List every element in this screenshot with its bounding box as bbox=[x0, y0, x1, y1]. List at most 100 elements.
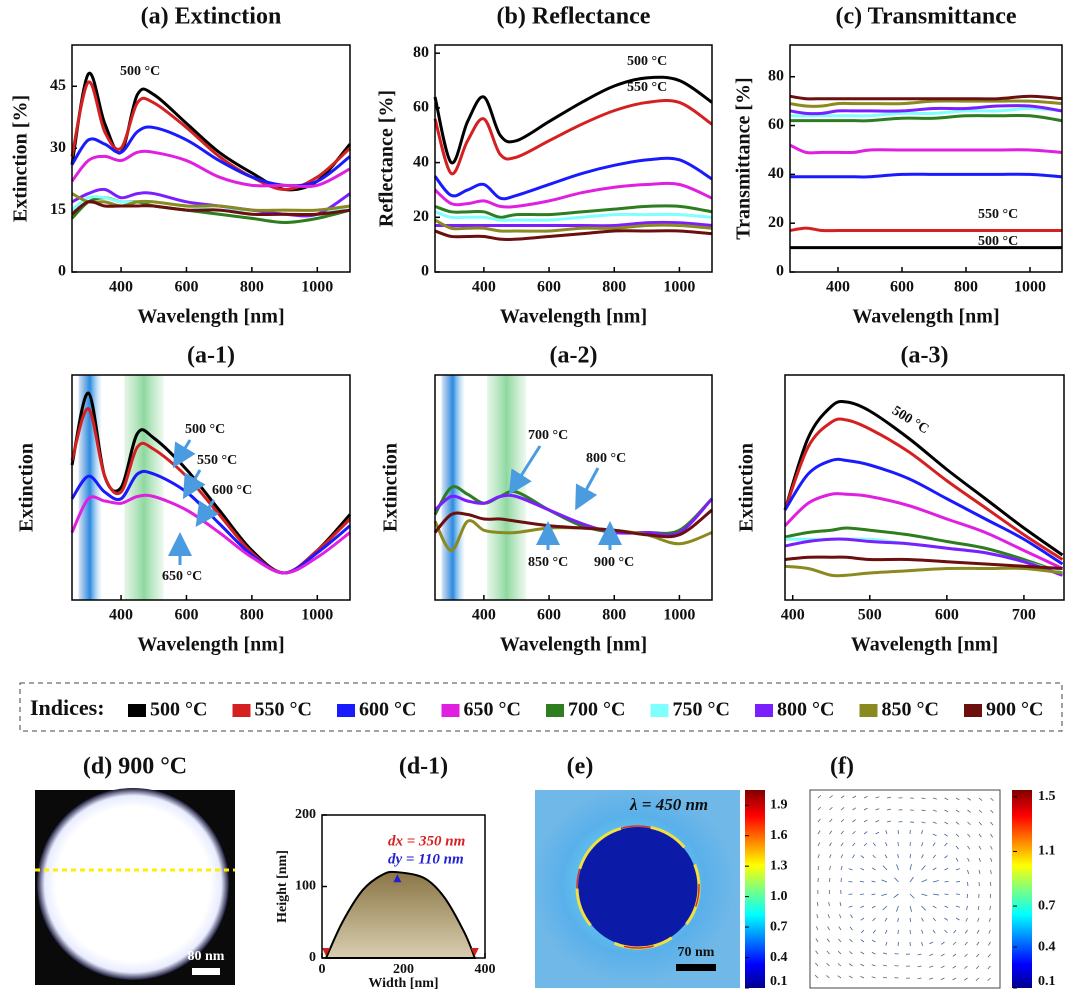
scale-label: 80 nm bbox=[188, 949, 225, 964]
colorbar-label: 1.3 bbox=[770, 858, 788, 873]
x-axis-label: Wavelength [nm] bbox=[500, 634, 647, 656]
annotation: 500 °C bbox=[120, 64, 160, 79]
x-tick-label: 400 bbox=[826, 279, 850, 296]
x-tick-label: 1000 bbox=[663, 607, 695, 624]
y-tick-label: 40 bbox=[413, 153, 429, 170]
x-tick-label: 600 bbox=[935, 607, 959, 624]
height-profile bbox=[326, 872, 475, 958]
series-line bbox=[72, 127, 350, 186]
y-axis-label: Height [nm] bbox=[275, 850, 290, 923]
legend-label: 800 °C bbox=[777, 699, 834, 721]
y-tick-label: 80 bbox=[413, 44, 429, 61]
x-tick-label: 700 bbox=[1012, 607, 1036, 624]
y-tick-label: 45 bbox=[50, 77, 66, 94]
plot-frame bbox=[72, 375, 350, 600]
chart-title: (a) Extinction bbox=[141, 4, 282, 30]
annotation: 900 °C bbox=[594, 555, 634, 570]
x-axis-label: Wavelength [nm] bbox=[852, 306, 999, 328]
annotation: 500 °C bbox=[978, 234, 1018, 249]
panel-title: (d) 900 °C bbox=[83, 754, 187, 780]
x-tick-label: 800 bbox=[602, 279, 626, 296]
x-tick-label: 800 bbox=[602, 607, 626, 624]
y-tick-label: 0 bbox=[58, 263, 66, 280]
x-tick-label: 1000 bbox=[1014, 279, 1046, 296]
chart-title: (c) Transmittance bbox=[835, 4, 1016, 30]
x-tick-label: 400 bbox=[781, 607, 805, 624]
colorbar-label: 0.1 bbox=[770, 974, 788, 989]
y-tick-label: 0 bbox=[421, 263, 429, 280]
series-line bbox=[790, 228, 1062, 231]
series-line bbox=[785, 566, 1062, 576]
y-tick-label: 15 bbox=[50, 201, 66, 218]
series-line bbox=[435, 77, 712, 163]
x-tick-label: 800 bbox=[240, 279, 264, 296]
chart-title: (d-1) bbox=[399, 754, 448, 780]
annotation: 500 °C bbox=[627, 54, 667, 69]
y-tick-label: 20 bbox=[768, 214, 784, 231]
x-tick-label: 1000 bbox=[301, 607, 333, 624]
series-line bbox=[790, 145, 1062, 153]
y-tick-label: 0 bbox=[776, 263, 784, 280]
legend-label: 650 °C bbox=[464, 699, 521, 721]
y-axis-label: Extinction bbox=[16, 443, 38, 532]
legend-swatch bbox=[546, 704, 564, 717]
y-tick-label: 60 bbox=[768, 116, 784, 133]
series-line bbox=[435, 231, 712, 240]
annotation: dy = 110 nm bbox=[388, 851, 464, 867]
scale-label: 70 nm bbox=[678, 945, 715, 960]
y-axis-label: Reflectance [%] bbox=[376, 90, 398, 227]
y-tick-label: 80 bbox=[768, 67, 784, 84]
x-tick-label: 400 bbox=[472, 607, 496, 624]
legend-label: 900 °C bbox=[986, 699, 1043, 721]
colorbar-label: 1.6 bbox=[770, 828, 788, 843]
x-tick-label: 400 bbox=[109, 607, 133, 624]
series-line bbox=[435, 100, 712, 173]
x-axis-label: Wavelength [nm] bbox=[500, 306, 647, 328]
x-tick-label: 600 bbox=[174, 279, 198, 296]
legend-label: 750 °C bbox=[673, 699, 730, 721]
legend-swatch bbox=[755, 704, 773, 717]
annotation: 500 °C bbox=[185, 422, 225, 437]
annotation: 550 °C bbox=[627, 80, 667, 95]
vector bbox=[849, 881, 853, 882]
plot-frame bbox=[435, 375, 712, 600]
annotation: dx = 350 nm bbox=[388, 833, 465, 849]
panel-title: (e) bbox=[567, 754, 594, 780]
legend-label: 500 °C bbox=[150, 699, 207, 721]
plot-frame bbox=[790, 45, 1062, 272]
legend-swatch bbox=[964, 704, 982, 717]
colorbar-label: 1.1 bbox=[1038, 844, 1056, 859]
chart-title: (a-3) bbox=[901, 343, 949, 369]
x-tick-label: 1000 bbox=[301, 279, 333, 296]
x-axis-label: Wavelength [nm] bbox=[137, 634, 284, 656]
annotation: 650 °C bbox=[162, 569, 202, 584]
y-axis-label: Extinction bbox=[380, 443, 402, 532]
annotation: 800 °C bbox=[586, 451, 626, 466]
x-tick-label: 400 bbox=[109, 279, 133, 296]
colorbar-label: 0.4 bbox=[1038, 939, 1056, 954]
annotation: 500 °C bbox=[889, 403, 931, 437]
x-axis-label: Wavelength [nm] bbox=[137, 306, 284, 328]
colorbar-label: 0.7 bbox=[770, 919, 788, 934]
colorbar-label: 0.1 bbox=[1038, 974, 1056, 989]
colorbar-label: 1.0 bbox=[770, 889, 788, 904]
x-tick-label: 1000 bbox=[663, 279, 695, 296]
x-tick-label: 800 bbox=[954, 279, 978, 296]
x-tick-label: 200 bbox=[393, 962, 414, 977]
legend-swatch bbox=[442, 704, 460, 717]
annotation: λ = 450 nm bbox=[629, 795, 708, 814]
y-tick-label: 200 bbox=[295, 807, 316, 822]
highlight-band bbox=[487, 375, 526, 600]
legend-swatch bbox=[860, 704, 878, 717]
legend-swatch bbox=[651, 704, 669, 717]
legend-swatch bbox=[128, 704, 146, 717]
x-tick-label: 400 bbox=[472, 279, 496, 296]
annotation: 550 °C bbox=[978, 207, 1018, 222]
y-tick-label: 20 bbox=[413, 208, 429, 225]
vector bbox=[945, 894, 949, 895]
series-line bbox=[72, 393, 350, 573]
annotation: 700 °C bbox=[528, 428, 568, 443]
chart-title: (b) Reflectance bbox=[497, 4, 651, 30]
legend-label: 700 °C bbox=[568, 699, 625, 721]
vector-field bbox=[810, 790, 1000, 988]
